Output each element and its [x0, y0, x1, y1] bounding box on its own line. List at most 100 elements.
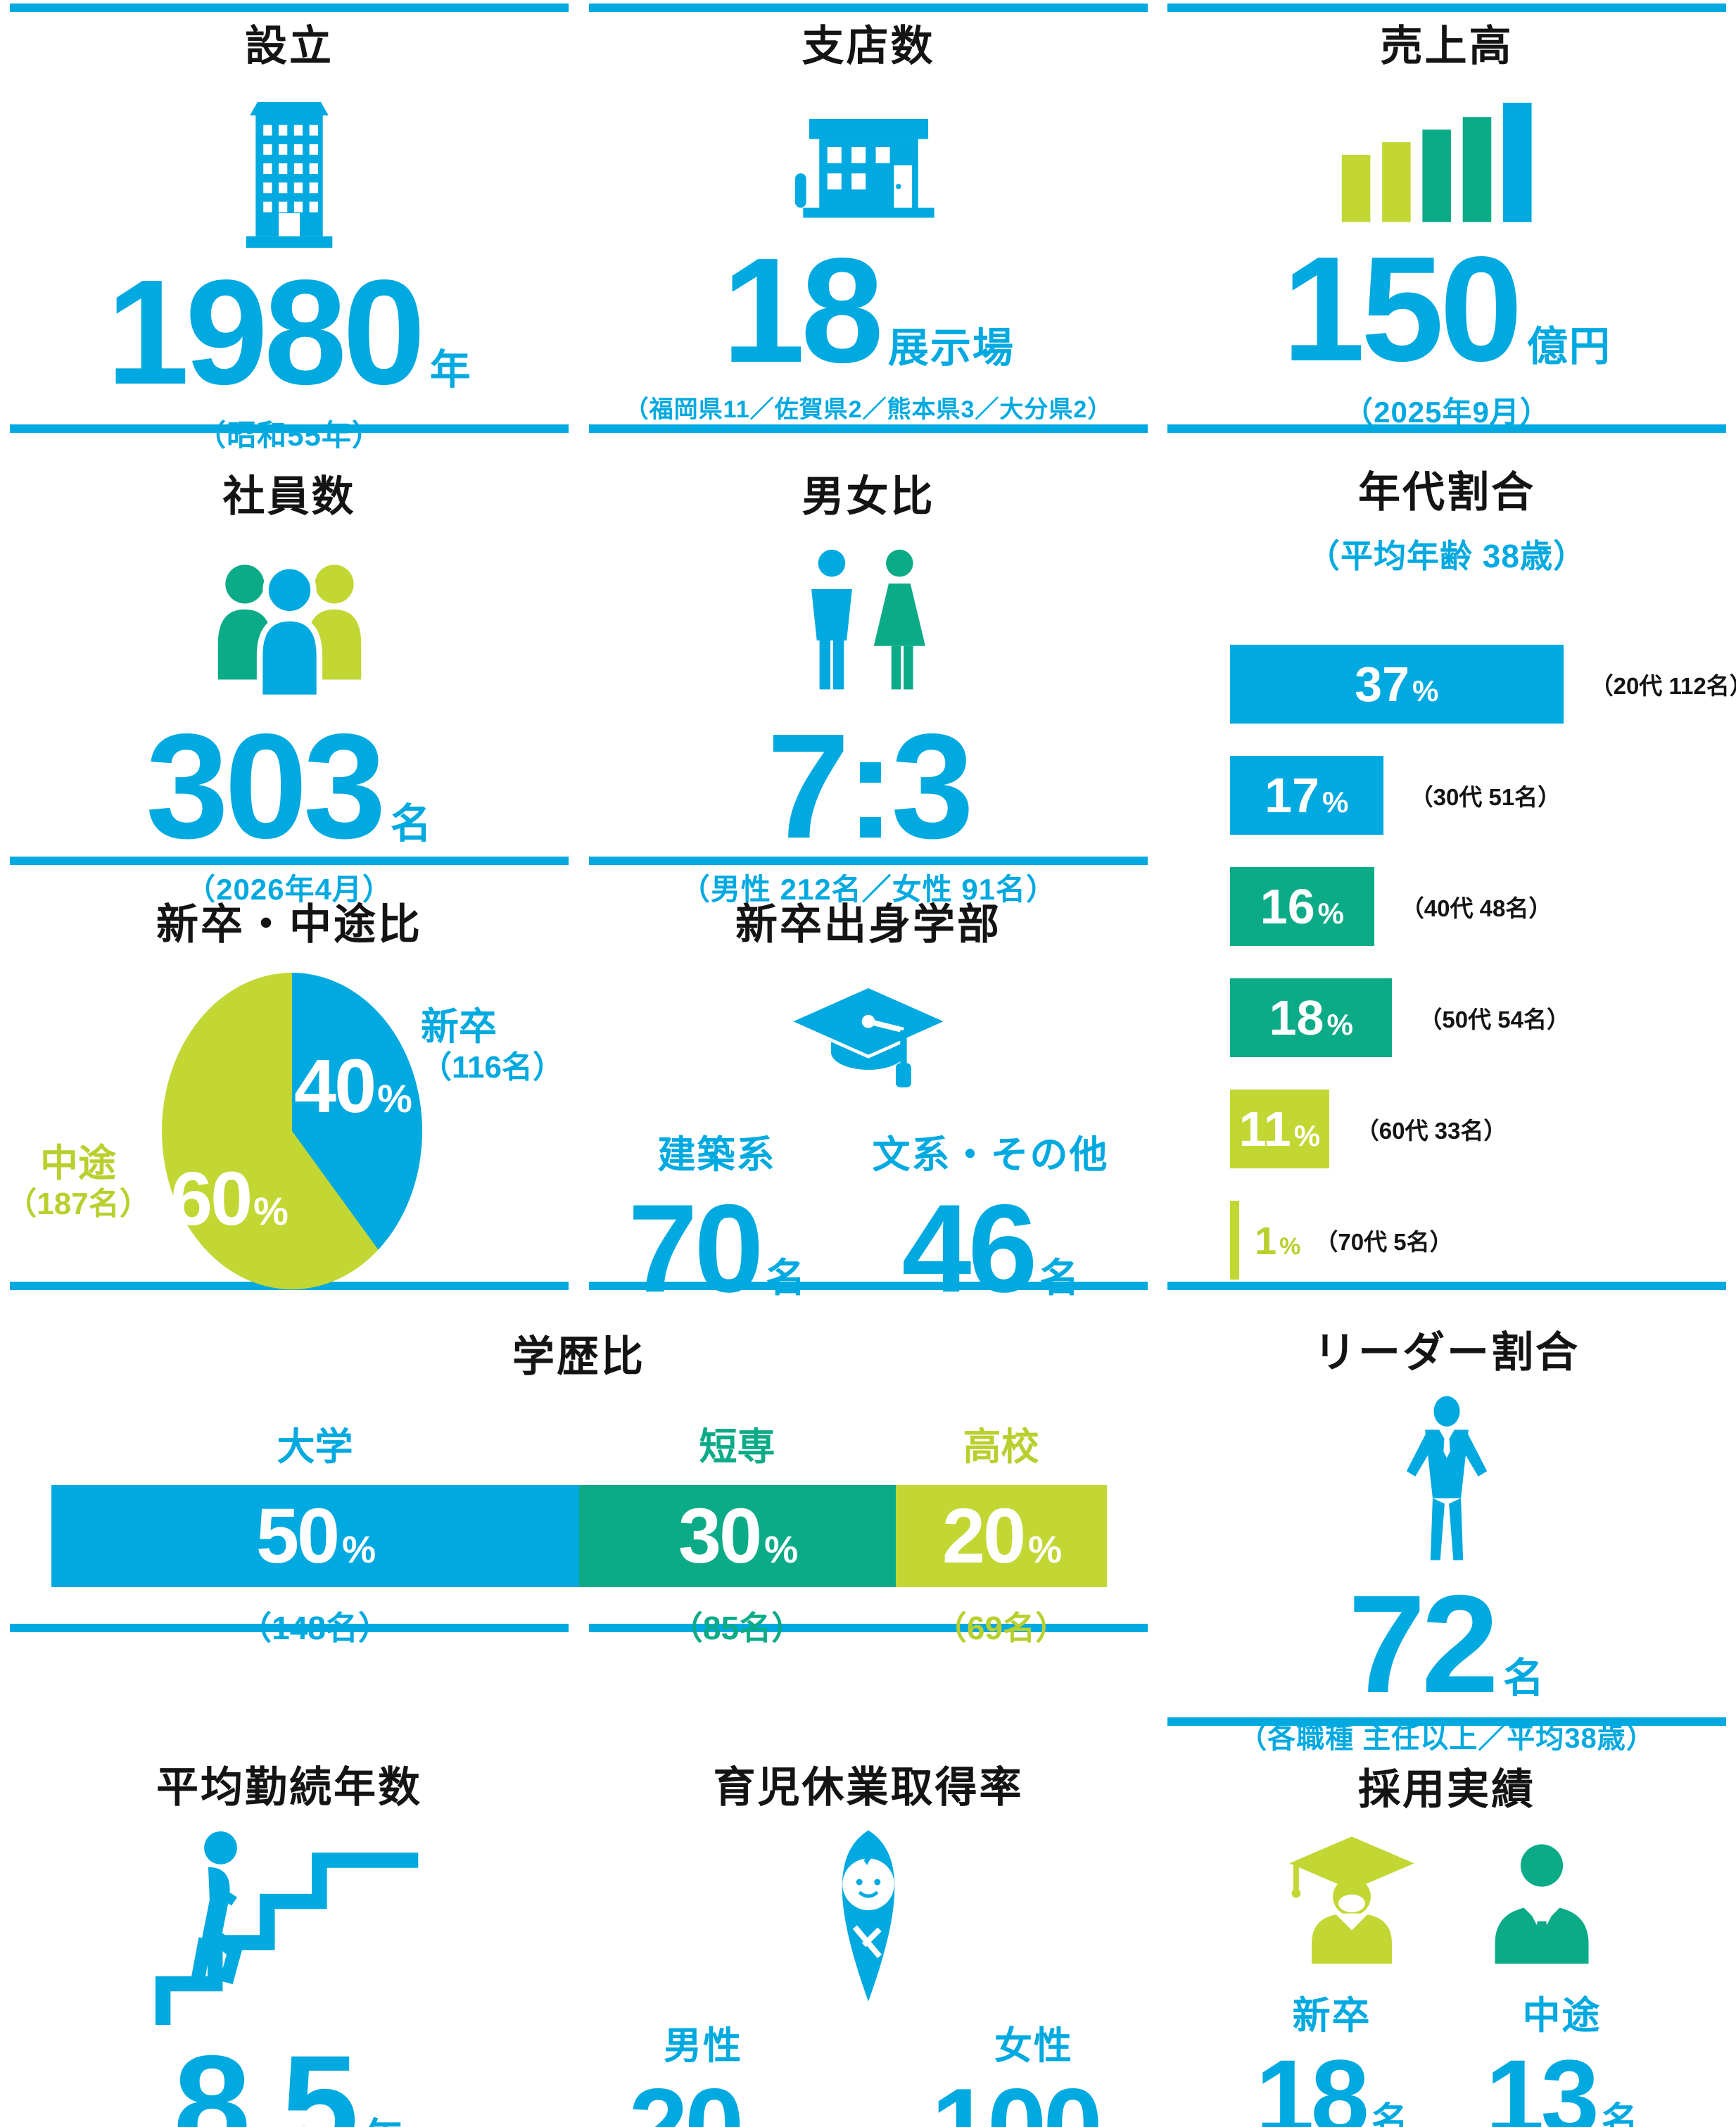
card-title: 新卒・中途比	[156, 901, 422, 948]
employees-value: 303 名	[146, 702, 433, 869]
age-bar-row: 1% （70代 5名）	[1230, 1201, 1736, 1280]
card-title: 学歴比	[512, 1333, 645, 1380]
grad-mid-pie-chart: 40% 60% 新卒 （116名） 中途 （187名）	[0, 966, 578, 1289]
people-group-icon	[217, 563, 361, 698]
age-bar-20s: 37%	[1230, 645, 1564, 724]
card-title: 社員数	[222, 473, 356, 520]
parental-female: 女性 100% （対象者5名／取得者5名）	[931, 2025, 1103, 2127]
card-parental-leave: 育児休業取得率 男性 20% （対象者5名／取得者1名） 女性 100% （対	[579, 1632, 1158, 2127]
grad-mid-pie	[162, 973, 422, 1289]
card-title: リーダー割合	[1314, 1329, 1580, 1376]
card-title: 育児休業取得率	[713, 1764, 1024, 1811]
leaders-value: 72 名	[1348, 1566, 1546, 1722]
pie-slice-pct-chuto: 60%	[170, 1156, 289, 1241]
age-bar-30s: 17%	[1230, 756, 1383, 835]
age-bar-50s: 18%	[1230, 978, 1393, 1057]
age-bar-row: 37% （20代 112名）	[1230, 645, 1736, 724]
gender-value: 7:3	[766, 702, 974, 869]
divider	[10, 857, 569, 865]
faculty-stats: 建築系 70 名 文系・その他 46 名	[628, 1123, 1109, 1318]
parental-stats: 男性 20% （対象者5名／取得者1名） 女性 100% （対象者5名／取得者5…	[562, 2014, 1174, 2127]
card-gender: 男女比 7:3 （男性 212名／女性 91名）	[579, 433, 1158, 906]
divider	[589, 857, 1148, 865]
age-bar-label: （50代 54名）	[1419, 1006, 1570, 1033]
education-segment-univ: 50%	[51, 1485, 579, 1587]
hiring-shinsotsu: 新卒 18 名	[1255, 1995, 1408, 2127]
education-segment-tansen: 30%	[578, 1485, 896, 1587]
education-labels: 大学 短専 高校	[277, 1426, 1039, 1468]
career-stairs-icon	[155, 1831, 419, 2025]
divider	[10, 424, 569, 433]
education-bar: 50% 30% 20%	[51, 1485, 1107, 1587]
card-title: 支店数	[802, 23, 935, 70]
divider	[10, 1624, 569, 1632]
age-bar-label: （60代 33名）	[1355, 1118, 1507, 1144]
graduate-icon	[1289, 1836, 1414, 1964]
parental-male: 男性 20% （対象者5名／取得者1名）	[628, 2025, 744, 2127]
age-bar-label: （70代 5名）	[1314, 1229, 1453, 1255]
card-title: 採用実績	[1358, 1766, 1535, 1813]
card-title: 売上高	[1380, 23, 1514, 70]
revenue-value: 150 億円	[1282, 225, 1611, 392]
gender-note: （男性 212名／女性 91名）	[680, 873, 1057, 907]
founded-note: （昭和55年）	[196, 419, 382, 453]
age-bar-row: 17% （30代 51名）	[1230, 756, 1736, 835]
card-founded: 設立 1980 年 （昭和55年）	[0, 12, 578, 452]
education-segment-highschool: 20%	[895, 1485, 1107, 1587]
graduation-cap-icon	[785, 984, 952, 1087]
age-bar-row: 18% （50代 54名）	[1230, 978, 1736, 1057]
employees-note: （2026年4月）	[186, 873, 393, 907]
divider	[10, 4, 569, 12]
divider	[589, 424, 1148, 433]
leader-person-icon	[1406, 1396, 1488, 1560]
card-grad-mid-ratio: 新卒・中途比 40% 60% 新卒 （116名） 中途 （187名）	[0, 865, 578, 1289]
age-bar-row: 11% （60代 33名）	[1230, 1090, 1736, 1168]
card-title: 平均勤続年数	[156, 1764, 422, 1811]
hiring-stats: 新卒 18 名 中途 13 名	[1255, 1984, 1638, 2127]
card-title: 年代割合	[1358, 469, 1535, 516]
divider	[589, 1624, 1148, 1632]
tenure-value: 8.5年	[173, 2026, 403, 2127]
branches-note: （福岡県11／佐賀県2／熊本県3／大分県2）	[624, 396, 1113, 423]
growth-bar-chart-icon	[1341, 102, 1532, 222]
hiring-chuto: 中途 13 名	[1485, 1995, 1638, 2127]
age-bar-chart: 37% （20代 112名） 17% （30代 51名） 16% （40代 48…	[1158, 645, 1736, 1312]
card-education-ratio: 学歴比 大学 短専 高校 50% 30% 20% （148名） （85名	[0, 1290, 1158, 1646]
card-employees: 社員数 303 名 （2026年4月）	[0, 433, 578, 906]
suit-person-icon	[1495, 1844, 1589, 1964]
pie-label-shinsotsu: 新卒 （116名）	[421, 1006, 564, 1085]
shop-icon	[794, 118, 934, 218]
card-age-distribution: 年代割合 （平均年齢 38歳） 37% （20代 112名） 17% （30代 …	[1158, 433, 1736, 1282]
baby-icon	[842, 1830, 895, 2002]
building-icon	[246, 101, 333, 248]
divider	[1167, 4, 1726, 12]
education-counts: （148名） （85名） （69名）	[239, 1610, 1068, 1646]
age-bar-60s: 11%	[1230, 1090, 1329, 1168]
education-stacked-bar-chart: 大学 短専 高校 50% 30% 20% （148名） （85名） （69名）	[51, 1415, 1107, 1649]
card-branches: 支店数 18 展示場 （福岡県11／佐賀県2／熊本県3／大分県2）	[579, 12, 1158, 424]
age-bar-row: 16% （40代 48名）	[1230, 867, 1736, 946]
card-title: 男女比	[802, 473, 935, 520]
card-leader-ratio: リーダー割合 72 名 （各職種 主任以上／平均38歳）	[1158, 1290, 1736, 1754]
man-woman-icon	[811, 549, 925, 690]
divider	[1167, 1282, 1726, 1290]
card-avg-tenure: 平均勤続年数 8.5年	[0, 1632, 578, 2127]
age-bar-label: （30代 51名）	[1409, 784, 1561, 810]
age-subtitle: （平均年齢 38歳）	[1307, 538, 1586, 574]
card-title: 設立	[245, 23, 334, 70]
age-bar-label: （20代 112名）	[1590, 673, 1736, 699]
age-bar-label: （40代 48名）	[1400, 895, 1552, 921]
card-title: 新卒出身学部	[735, 901, 1001, 948]
divider	[1167, 424, 1726, 433]
card-revenue: 売上高 150 億円 （2025年9月）	[1158, 12, 1736, 429]
divider	[589, 4, 1148, 12]
revenue-note: （2025年9月）	[1343, 396, 1550, 429]
pie-slice-pct-shinsotsu: 40%	[294, 1043, 412, 1128]
faculty-architecture: 建築系 70 名	[628, 1134, 806, 1318]
divider	[1167, 1717, 1726, 1726]
age-bar-70s	[1230, 1201, 1239, 1280]
age-bar-40s: 16%	[1230, 867, 1374, 946]
card-grad-faculty: 新卒出身学部 建築系 70 名 文系・その他 46 名	[579, 865, 1158, 1311]
pie-label-chuto: 中途 （187名）	[6, 1142, 151, 1222]
